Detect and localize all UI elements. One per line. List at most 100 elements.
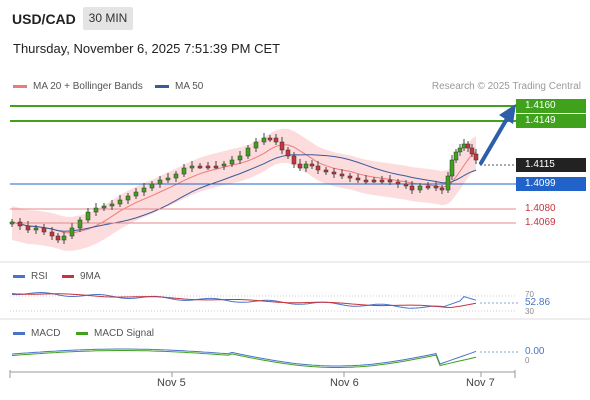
ma50-swatch [155, 85, 169, 88]
x-tick-label-nov5: Nov 5 [157, 377, 186, 389]
candle-body [181, 167, 187, 175]
macd-signal-legend: MACD Signal [76, 328, 154, 339]
macd-line [11, 348, 477, 367]
timestamp: Thursday, November 6, 2025 7:51:39 PM CE… [13, 41, 281, 56]
candle-body [25, 225, 31, 231]
rsi-label: RSI [31, 271, 48, 282]
legend-ma20: MA 20 + Bollinger Bands [13, 81, 143, 92]
candle-body [69, 227, 75, 237]
resistance-2-label: 1.4160 [516, 99, 586, 113]
candle-body [85, 211, 91, 221]
last-price-label: 1.4115 [516, 158, 586, 172]
candle-body [229, 159, 235, 165]
timeframe-button[interactable]: 30 MIN [83, 7, 133, 30]
candle-body [371, 179, 377, 183]
candle-body [461, 143, 467, 149]
legend-ma20-label: MA 20 + Bollinger Bands [33, 81, 143, 92]
candle-body [33, 227, 39, 231]
candle-body [93, 207, 99, 213]
forecast-arrow [479, 115, 510, 165]
candle-body [453, 151, 459, 161]
candle-body [339, 173, 345, 177]
candle-body [61, 235, 67, 241]
candle-body [213, 165, 219, 169]
x-tick-label-nov6: Nov 6 [330, 377, 359, 389]
candlestick-series [9, 133, 479, 244]
candle-body [409, 185, 415, 191]
candle-body [133, 191, 139, 197]
macd-signal-line [11, 350, 477, 368]
candle-body [117, 199, 123, 205]
candle-body [221, 163, 227, 167]
credit-text: Research © 2025 Trading Central [431, 81, 581, 92]
candle-body [245, 147, 251, 157]
support-2-label: 1.4069 [525, 217, 556, 228]
candle-body [197, 165, 203, 169]
rsi-ma-swatch [62, 275, 74, 278]
chart-header: USD/CAD 30 MIN [0, 0, 590, 36]
candle-body [77, 219, 83, 229]
candle-body [101, 205, 107, 209]
candle-body [379, 179, 385, 183]
candle-body [253, 141, 259, 149]
rsi-ma-legend: 9MA [62, 271, 101, 282]
candle-body [267, 137, 273, 141]
candle-body [157, 179, 163, 185]
candle-body [41, 227, 47, 233]
rsi-value: 52.86 [525, 297, 551, 308]
rsi-legend: RSI [13, 271, 48, 282]
candle-body [425, 185, 431, 189]
candle-body [439, 187, 445, 191]
legend-ma50-label: MA 50 [175, 81, 204, 92]
candle-body [49, 231, 55, 237]
candle-body [433, 185, 439, 189]
candle-body [189, 165, 195, 169]
candle-body [469, 147, 475, 155]
macd-signal-label: MACD Signal [94, 328, 155, 339]
candle-body [17, 221, 23, 227]
resistance-1-label: 1.4149 [516, 114, 586, 128]
candle-body [363, 179, 369, 183]
legend-ma50: MA 50 [155, 81, 203, 92]
candle-body [417, 185, 423, 191]
macd-zero-label: 0 [525, 356, 530, 365]
candle-body [291, 155, 297, 165]
macd-signal-swatch [76, 332, 88, 335]
candle-body [261, 137, 267, 143]
candle-body [279, 141, 285, 151]
candle-body [9, 221, 15, 225]
candle-body [387, 179, 393, 183]
candle-body [273, 137, 279, 143]
candle-body [347, 175, 353, 179]
rsi-ma-line [11, 293, 477, 309]
macd-swatch [13, 332, 25, 335]
candle-body [173, 173, 179, 179]
candle-body [297, 163, 303, 169]
candle-body [323, 169, 329, 173]
candle-body [109, 203, 115, 207]
rsi-swatch [13, 275, 25, 278]
ma50-line [11, 154, 477, 232]
rsi-level-30-label: 30 [525, 307, 534, 316]
bollinger-band [12, 128, 476, 251]
candle-body [473, 153, 479, 161]
candle-body [449, 159, 455, 177]
rsi-line [11, 291, 477, 309]
candle-body [331, 171, 337, 175]
candle-body [309, 163, 315, 167]
rsi-level-70-label: 70 [525, 290, 534, 299]
candle-body [285, 149, 291, 157]
candle-body [465, 143, 471, 149]
ma20-swatch [13, 85, 27, 88]
candle-body [395, 181, 401, 185]
macd-label: MACD [31, 328, 61, 339]
candle-body [55, 235, 61, 241]
candle-body [457, 147, 463, 153]
candle-body [355, 177, 361, 181]
macd-value: 0.00 [525, 346, 545, 357]
symbol-title: USD/CAD [12, 11, 76, 27]
rsi-ma-label: 9MA [80, 271, 101, 282]
candle-body [125, 195, 131, 201]
forecast-arrow-head [499, 104, 516, 124]
